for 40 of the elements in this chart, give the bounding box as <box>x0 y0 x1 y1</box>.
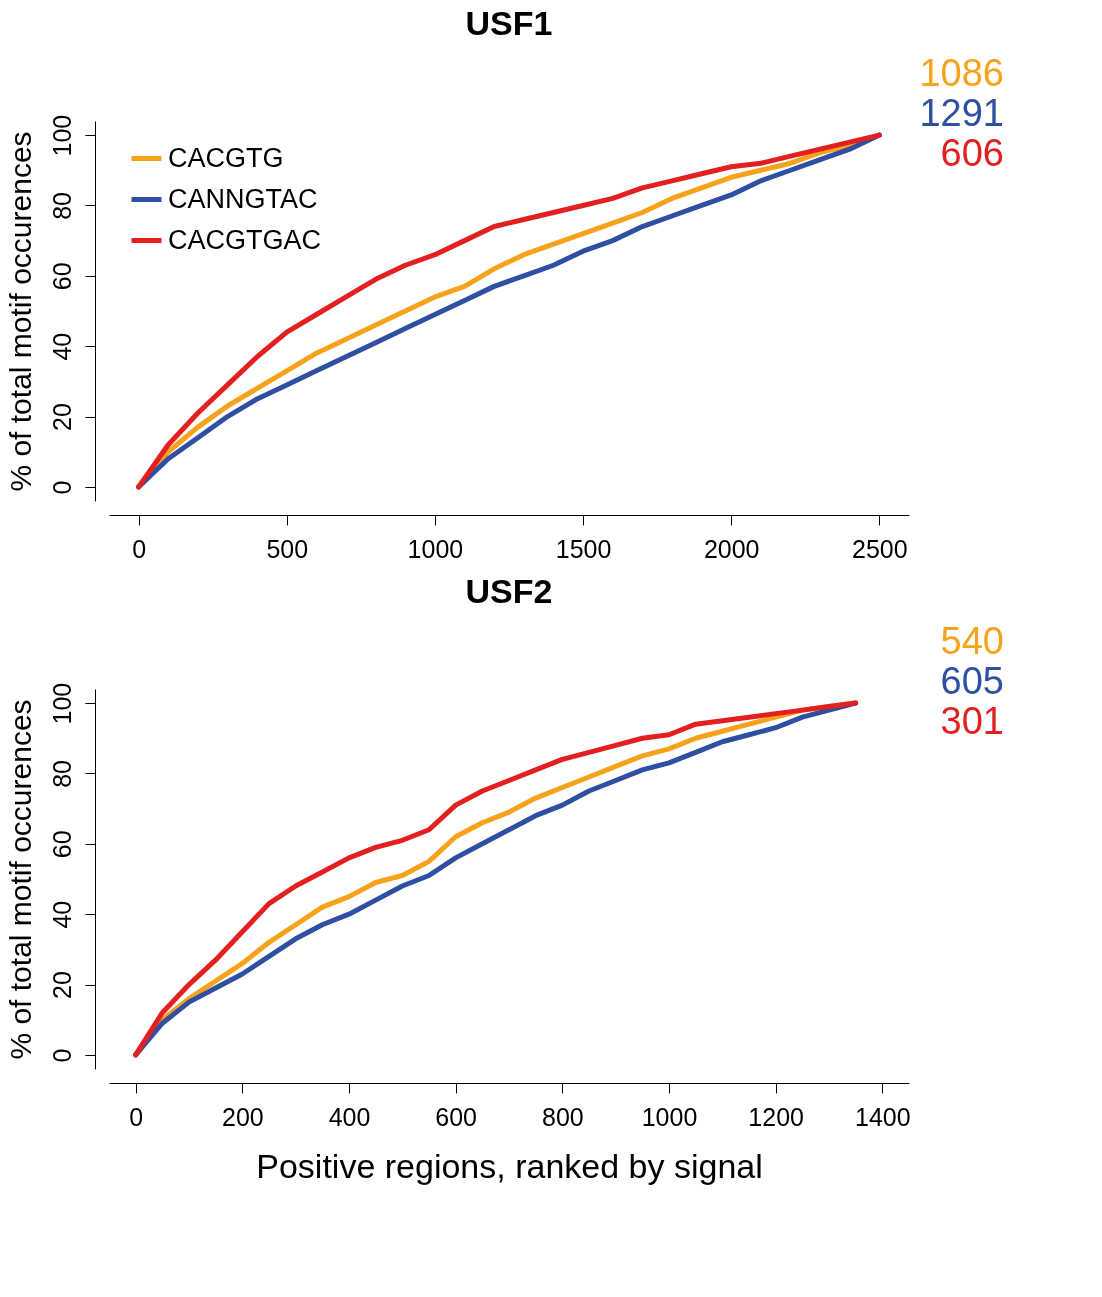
x-tick-label: 500 <box>266 534 309 563</box>
legend-label: CACGTG <box>168 142 284 173</box>
text: 301 <box>940 700 1004 742</box>
y-tick-label: 20 <box>47 971 76 999</box>
x-tick-label: 1000 <box>407 534 464 563</box>
x-tick-label: 1400 <box>855 1102 911 1131</box>
x-tick-label: 400 <box>328 1102 371 1131</box>
chart-title: USF1 <box>465 4 553 42</box>
x-tick-label: 200 <box>221 1102 264 1131</box>
x-tick-label: 2000 <box>703 534 760 563</box>
x-tick-label: 0 <box>132 534 147 563</box>
y-tick-label: 60 <box>47 262 76 291</box>
text: 540 <box>940 620 1004 662</box>
text: 605 <box>940 660 1004 702</box>
x-tick-label: 600 <box>435 1102 478 1131</box>
x-tick-label: 1200 <box>748 1102 804 1131</box>
y-tick-label: 0 <box>47 480 76 495</box>
y-axis-title: % of total motif occurences <box>3 699 37 1060</box>
y-tick-label: 40 <box>47 900 76 929</box>
text: 1291 <box>919 92 1004 134</box>
y-tick-label: 100 <box>47 114 76 157</box>
y-tick-label: 0 <box>47 1048 76 1063</box>
x-tick-label: 1000 <box>641 1102 698 1131</box>
x-tick-label: 1500 <box>555 534 612 563</box>
y-tick-label: 80 <box>47 192 76 220</box>
chart-title: USF2 <box>465 572 553 610</box>
y-tick-label: 80 <box>47 760 76 788</box>
legend-label: CACGTGAC <box>168 224 322 255</box>
text: 606 <box>940 132 1004 174</box>
legend-label: CANNGTAC <box>168 183 318 214</box>
y-tick-label: 40 <box>47 332 76 361</box>
x-axis-title: Positive regions, ranked by signal <box>256 1146 763 1185</box>
text: 1086 <box>919 52 1004 94</box>
y-tick-label: 100 <box>47 682 76 725</box>
y-tick-label: 60 <box>47 830 76 859</box>
x-tick-label: 0 <box>129 1102 144 1131</box>
x-tick-label: 800 <box>541 1102 584 1131</box>
y-axis-title: % of total motif occurences <box>3 131 37 492</box>
x-tick-label: 2500 <box>852 534 908 563</box>
y-tick-label: 20 <box>47 403 76 431</box>
